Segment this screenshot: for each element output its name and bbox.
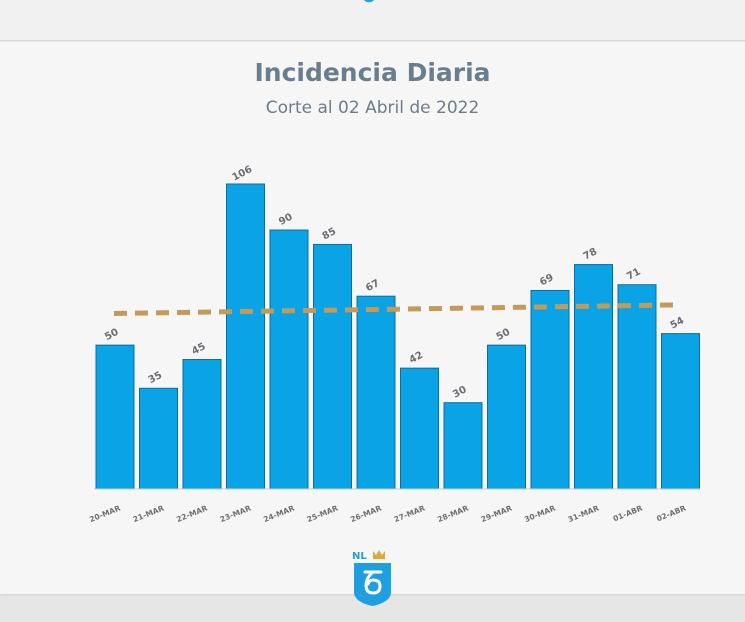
shield-emblem-icon: [363, 570, 383, 595]
x-tick-label: 27-MAR: [393, 503, 427, 524]
bar-01-ABR: [617, 284, 657, 490]
trend-line: [113, 302, 680, 316]
bar-value-label: 35: [147, 370, 164, 386]
bar-value-label: 85: [321, 226, 338, 242]
bar-value-label: 45: [190, 341, 207, 357]
bar-value-label: 69: [538, 272, 555, 288]
x-tick-label: 02-ABR: [655, 503, 687, 523]
bars-group: [95, 183, 700, 490]
bar-value-label: 71: [625, 266, 642, 282]
chart-subtitle: Corte al 02 Abril de 2022: [265, 98, 480, 118]
bar-31-MAR: [574, 264, 613, 490]
bar-value-label: 30: [451, 384, 468, 400]
bar-25-MAR: [313, 243, 352, 490]
bar-value-label: 54: [669, 315, 686, 331]
x-tick-label: 26-MAR: [349, 503, 383, 524]
bar-value-label: 42: [408, 350, 425, 366]
bar-value-label: 50: [103, 327, 120, 343]
bar-23-MAR: [226, 183, 265, 490]
logo-text: NL: [352, 551, 367, 562]
bar-value-label: 50: [495, 327, 512, 343]
nl-shield-logo: NL: [352, 550, 391, 606]
x-tick-label: 29-MAR: [480, 503, 514, 524]
bar-22-MAR: [182, 359, 222, 490]
crown-icon: [373, 550, 385, 559]
x-tick-label: 24-MAR: [262, 503, 296, 524]
bar-20-MAR: [95, 344, 135, 490]
bar-26-MAR: [356, 295, 396, 490]
x-tick-label: 25-MAR: [306, 503, 340, 524]
bar-24-MAR: [269, 229, 309, 490]
x-tick-label: 28-MAR: [436, 503, 470, 524]
chart-title: Incidencia Diaria: [254, 58, 491, 87]
bar-27-MAR: [400, 367, 439, 490]
top-strip: [0, 0, 745, 41]
x-tick-labels-group: 20-MAR 21-MAR 22-MAR 23-MAR 24-MAR 25-MAR 26-M…: [88, 503, 687, 524]
shield-icon: [354, 563, 391, 606]
x-tick-label: 01-ABR: [612, 503, 644, 523]
bar-value-label: 67: [364, 278, 381, 294]
x-tick-label: 30-MAR: [523, 503, 557, 524]
bar-value-label: 78: [582, 246, 599, 262]
x-tick-label: 31-MAR: [567, 503, 601, 524]
bar-02-ABR: [661, 333, 700, 490]
x-tick-label: 22-MAR: [175, 503, 209, 524]
bar-29-MAR: [487, 344, 526, 490]
bar-value-label: 90: [277, 212, 294, 228]
x-tick-label: 21-MAR: [132, 503, 166, 524]
bar-30-MAR: [530, 289, 570, 490]
bar-21-MAR: [139, 387, 178, 490]
bar-28-MAR: [443, 402, 483, 490]
x-tick-label: 23-MAR: [219, 503, 253, 524]
x-tick-label: 20-MAR: [88, 503, 122, 524]
bar-value-label: 106: [231, 164, 255, 184]
top-logo-fragment-icon: [363, 0, 375, 3]
